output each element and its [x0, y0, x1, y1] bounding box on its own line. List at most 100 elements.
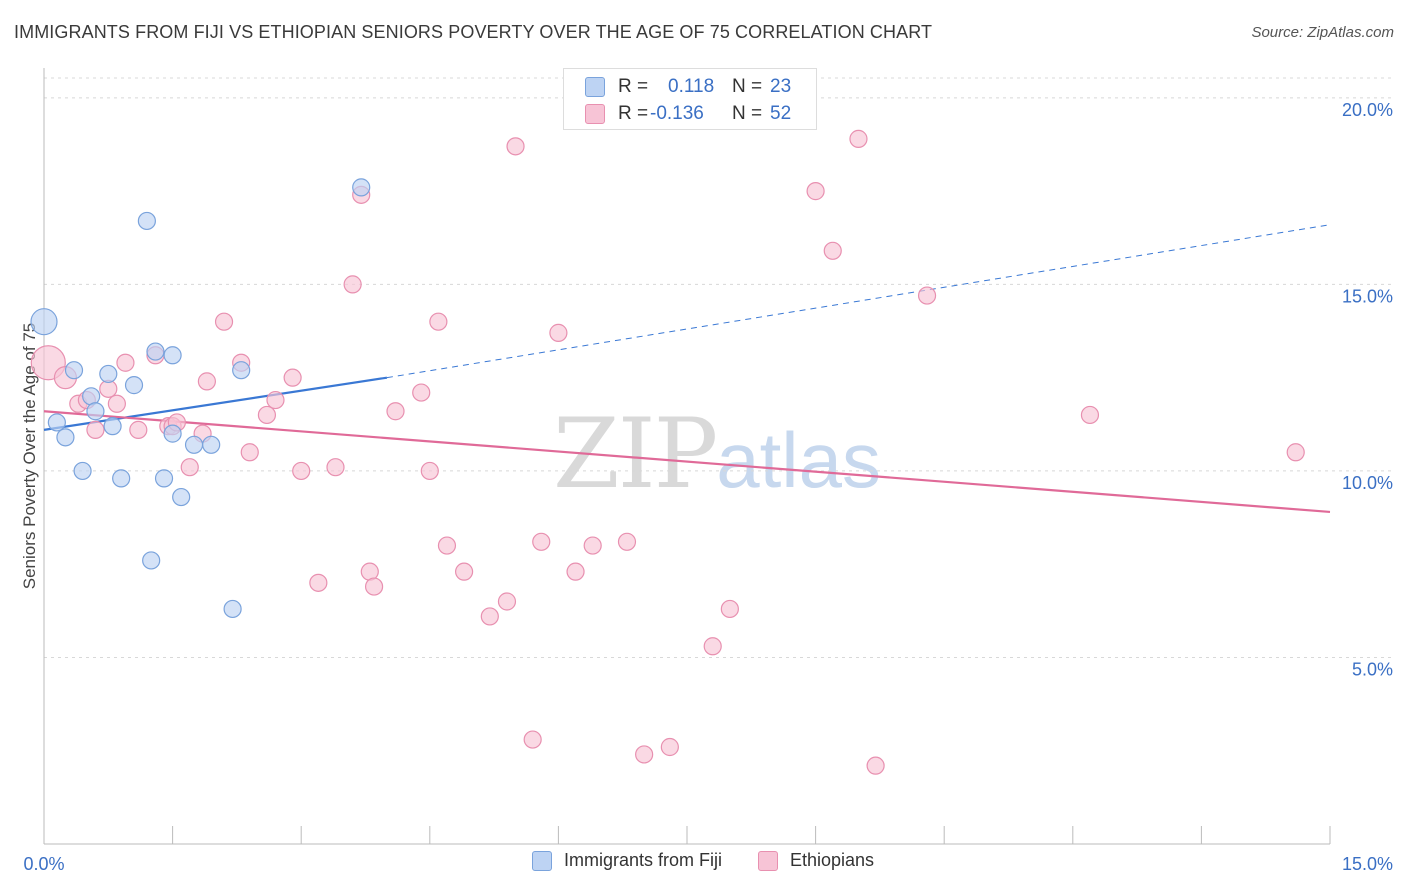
- point-ethiopians: [1080, 405, 1100, 425]
- trend-line-fiji-extension: [386, 224, 1331, 379]
- point-ethiopians: [364, 577, 384, 596]
- point-fiji: [124, 376, 144, 395]
- point-ethiopians: [583, 536, 602, 555]
- point-ethiopians: [116, 353, 135, 372]
- point-ethiopians: [566, 562, 585, 581]
- point-ethiopians: [480, 607, 499, 626]
- point-ethiopians: [823, 241, 842, 260]
- point-fiji: [64, 361, 84, 380]
- point-ethiopians: [532, 532, 551, 551]
- stats-r-value: 0.118: [668, 76, 715, 97]
- legend-swatch-ethiopians: [757, 850, 778, 871]
- watermark-atlas: atlas: [716, 416, 881, 504]
- point-fiji: [154, 469, 174, 488]
- point-ethiopians: [129, 420, 148, 439]
- point-fiji: [163, 424, 182, 443]
- stats-r-value: -0.136: [650, 103, 704, 124]
- point-ethiopians: [266, 390, 285, 410]
- point-ethiopians: [86, 420, 105, 439]
- x-tick-label: 0.0%: [23, 854, 64, 874]
- point-fiji: [103, 417, 122, 436]
- point-fiji: [163, 346, 182, 365]
- point-ethiopians: [343, 275, 362, 294]
- point-ethiopians: [326, 458, 345, 477]
- point-ethiopians: [429, 312, 448, 331]
- point-fiji: [184, 435, 204, 454]
- point-fiji: [137, 211, 156, 231]
- point-ethiopians: [1286, 443, 1305, 462]
- stats-r-label: R =: [618, 76, 649, 97]
- point-fiji: [223, 599, 242, 619]
- y-tick-label: 5.0%: [1352, 659, 1393, 679]
- point-ethiopians: [849, 129, 868, 148]
- stats-r-label: R =: [618, 103, 649, 124]
- point-ethiopians: [703, 637, 722, 656]
- y-tick-label: 15.0%: [1342, 286, 1393, 306]
- legend-label-fiji: Immigrants from Fiji: [563, 850, 722, 870]
- point-ethiopians: [283, 368, 302, 387]
- point-ethiopians: [523, 730, 542, 749]
- point-fiji: [30, 308, 58, 336]
- stats-n-value: 23: [770, 76, 792, 97]
- point-ethiopians: [635, 745, 654, 764]
- point-fiji: [82, 387, 101, 406]
- point-ethiopians: [617, 532, 637, 551]
- point-ethiopians: [437, 536, 457, 555]
- point-fiji: [112, 469, 131, 488]
- point-ethiopians: [866, 756, 885, 775]
- point-fiji: [146, 342, 165, 361]
- point-fiji: [202, 435, 221, 454]
- point-fiji: [47, 413, 66, 432]
- point-ethiopians: [360, 562, 379, 581]
- stats-n-label: N =: [732, 76, 763, 97]
- point-ethiopians: [917, 286, 937, 305]
- legend-item-ethiopians: Ethiopians: [757, 850, 875, 871]
- point-ethiopians: [454, 562, 474, 581]
- x-tick-label: 15.0%: [1342, 854, 1393, 874]
- chart-title: IMMIGRANTS FROM FIJI VS ETHIOPIAN SENIOR…: [14, 22, 933, 42]
- source-label: Source: ZipAtlas.com: [1251, 24, 1394, 41]
- legend-swatch-fiji: [531, 850, 552, 871]
- point-fiji: [232, 361, 251, 380]
- point-ethiopians: [806, 182, 825, 201]
- point-fiji: [86, 402, 105, 421]
- point-fiji: [172, 487, 191, 507]
- point-fiji: [73, 461, 92, 481]
- point-ethiopians: [107, 394, 126, 413]
- point-ethiopians: [309, 573, 328, 592]
- point-ethiopians: [257, 405, 277, 425]
- point-fiji: [99, 364, 118, 384]
- trend-line-fiji: [43, 376, 388, 431]
- tick-labels: 5.0% 10.0% 15.0% 20.0% 0.0% 15.0%: [23, 100, 1393, 874]
- point-ethiopians: [497, 592, 517, 611]
- point-ethiopians: [240, 443, 259, 462]
- point-ethiopians: [506, 137, 525, 156]
- trend-lines: [43, 224, 1331, 514]
- y-tick-label: 20.0%: [1342, 100, 1393, 120]
- point-fiji: [142, 551, 161, 570]
- point-ethiopians: [660, 737, 679, 757]
- point-ethiopians: [197, 372, 216, 391]
- y-tick-label: 10.0%: [1342, 473, 1393, 493]
- legend-item-fiji: Immigrants from Fiji: [531, 850, 722, 871]
- point-fiji: [56, 428, 75, 447]
- trend-line-ethiopians: [43, 410, 1331, 514]
- legend-label-ethiopians: Ethiopians: [789, 850, 875, 870]
- stats-box: R = 0.118 N = 23 R = -0.136 N = 52: [563, 68, 817, 130]
- stats-swatch-fiji: [585, 77, 605, 97]
- point-ethiopians: [549, 323, 568, 342]
- point-ethiopians: [214, 312, 234, 331]
- point-fiji: [352, 178, 371, 197]
- point-ethiopians: [180, 458, 199, 477]
- point-ethiopians: [420, 461, 439, 481]
- stats-n-value: 52: [770, 103, 792, 124]
- stats-n-label: N =: [732, 103, 763, 124]
- legend: Immigrants from Fiji Ethiopians: [0, 850, 1406, 871]
- axes: [43, 68, 1331, 845]
- point-ethiopians: [412, 383, 431, 402]
- point-ethiopians: [386, 402, 405, 421]
- data-points: [30, 111, 1305, 775]
- point-ethiopians: [720, 599, 739, 619]
- stats-swatch-ethiopians: [585, 104, 605, 124]
